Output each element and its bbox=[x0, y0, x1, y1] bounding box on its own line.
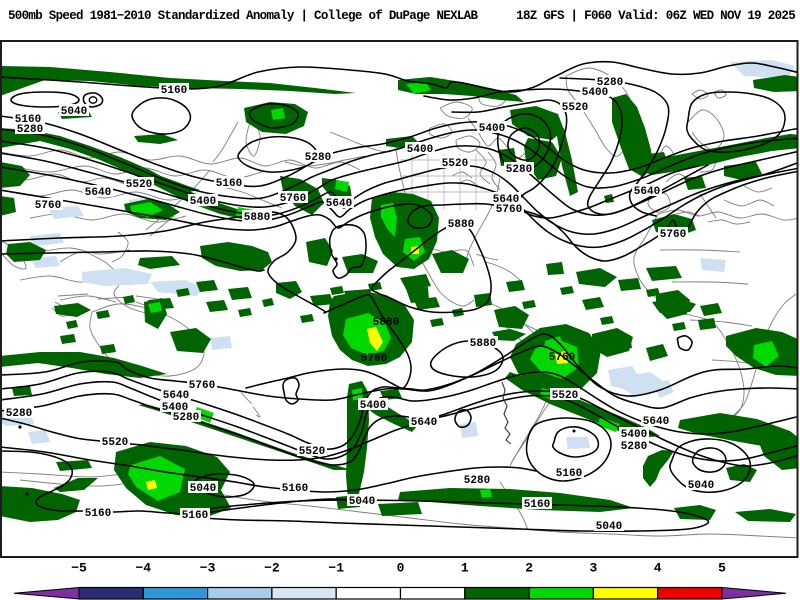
svg-text:5400: 5400 bbox=[407, 144, 433, 156]
svg-text:5280: 5280 bbox=[17, 124, 43, 136]
svg-text:0: 0 bbox=[397, 561, 405, 576]
svg-text:5640: 5640 bbox=[643, 416, 669, 428]
svg-text:5400: 5400 bbox=[621, 429, 647, 441]
svg-text:5640: 5640 bbox=[326, 198, 352, 210]
svg-text:5: 5 bbox=[718, 561, 726, 576]
svg-text:5760: 5760 bbox=[660, 229, 686, 241]
svg-text:5040: 5040 bbox=[349, 496, 375, 508]
svg-text:5520: 5520 bbox=[299, 446, 325, 458]
svg-text:5520: 5520 bbox=[562, 102, 588, 114]
svg-text:5160: 5160 bbox=[524, 499, 550, 511]
svg-text:5880: 5880 bbox=[373, 317, 399, 329]
svg-text:5520: 5520 bbox=[126, 179, 152, 191]
svg-text:5160: 5160 bbox=[556, 468, 582, 480]
svg-text:5520: 5520 bbox=[102, 437, 128, 449]
svg-text:5760: 5760 bbox=[549, 352, 575, 364]
svg-text:3: 3 bbox=[589, 561, 597, 576]
svg-text:5760: 5760 bbox=[361, 353, 387, 365]
svg-text:18Z GFS | F060 Valid: 06Z WED: 18Z GFS | F060 Valid: 06Z WED NOV 19 202… bbox=[516, 9, 795, 23]
svg-text:5640: 5640 bbox=[411, 417, 437, 429]
svg-text:5880: 5880 bbox=[244, 212, 270, 224]
svg-text:−5: −5 bbox=[71, 561, 87, 576]
svg-text:5760: 5760 bbox=[280, 193, 306, 205]
svg-text:5880: 5880 bbox=[470, 338, 496, 350]
svg-text:5160: 5160 bbox=[85, 508, 111, 520]
svg-text:5280: 5280 bbox=[621, 441, 647, 453]
svg-text:−2: −2 bbox=[264, 561, 280, 576]
svg-text:5280: 5280 bbox=[464, 475, 490, 487]
svg-text:5160: 5160 bbox=[161, 85, 187, 97]
svg-text:5760: 5760 bbox=[35, 200, 61, 212]
svg-text:5040: 5040 bbox=[688, 480, 714, 492]
svg-text:5400: 5400 bbox=[360, 400, 386, 412]
svg-text:5400: 5400 bbox=[190, 196, 216, 208]
svg-text:−4: −4 bbox=[135, 561, 151, 576]
svg-text:5040: 5040 bbox=[596, 521, 622, 533]
svg-text:5160: 5160 bbox=[216, 178, 242, 190]
svg-text:5040: 5040 bbox=[61, 106, 87, 118]
svg-text:−1: −1 bbox=[328, 561, 344, 576]
svg-text:−3: −3 bbox=[200, 561, 216, 576]
svg-text:5400: 5400 bbox=[479, 123, 505, 135]
svg-text:5160: 5160 bbox=[182, 510, 208, 522]
svg-text:5880: 5880 bbox=[448, 219, 474, 231]
svg-text:5160: 5160 bbox=[282, 483, 308, 495]
svg-text:500mb Speed 1981−2010 Standard: 500mb Speed 1981−2010 Standardized Anoma… bbox=[8, 9, 478, 23]
svg-text:5640: 5640 bbox=[85, 187, 111, 199]
svg-text:5520: 5520 bbox=[552, 390, 578, 402]
svg-text:5280: 5280 bbox=[506, 164, 532, 176]
svg-text:5280: 5280 bbox=[305, 152, 331, 164]
svg-text:5040: 5040 bbox=[190, 483, 216, 495]
svg-text:2: 2 bbox=[525, 561, 533, 576]
svg-text:5400: 5400 bbox=[582, 87, 608, 99]
svg-text:1: 1 bbox=[461, 561, 469, 576]
svg-text:5640: 5640 bbox=[163, 390, 189, 402]
svg-text:5640: 5640 bbox=[634, 186, 660, 198]
svg-text:5760: 5760 bbox=[496, 204, 522, 216]
svg-text:5280: 5280 bbox=[173, 412, 199, 424]
svg-text:5280: 5280 bbox=[6, 408, 32, 420]
svg-text:5520: 5520 bbox=[442, 158, 468, 170]
svg-text:4: 4 bbox=[654, 561, 662, 576]
svg-text:5760: 5760 bbox=[189, 380, 215, 392]
